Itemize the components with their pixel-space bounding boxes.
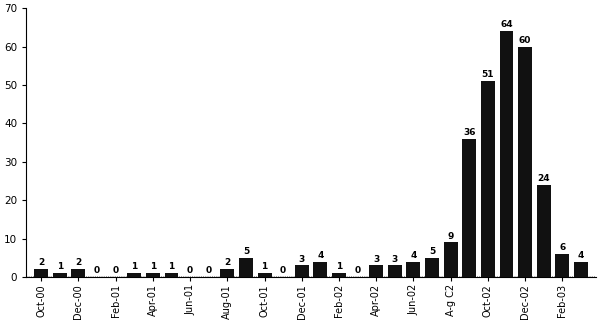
Text: 9: 9: [448, 232, 454, 241]
Bar: [127, 273, 141, 277]
Text: 4: 4: [410, 251, 416, 260]
Text: 5: 5: [243, 247, 249, 256]
Bar: [220, 269, 235, 277]
Text: 1: 1: [150, 262, 156, 271]
Text: 6: 6: [559, 243, 565, 252]
Text: 2: 2: [224, 258, 230, 267]
Bar: [537, 185, 551, 277]
Text: 0: 0: [187, 266, 193, 275]
Bar: [257, 273, 272, 277]
Text: 1: 1: [336, 262, 342, 271]
Bar: [295, 266, 309, 277]
Bar: [369, 266, 383, 277]
Bar: [164, 273, 178, 277]
Bar: [556, 254, 569, 277]
Text: 1: 1: [169, 262, 175, 271]
Text: 3: 3: [299, 255, 305, 264]
Text: 5: 5: [429, 247, 435, 256]
Text: 4: 4: [578, 251, 584, 260]
Text: 0: 0: [355, 266, 361, 275]
Bar: [425, 258, 439, 277]
Text: 1: 1: [131, 262, 137, 271]
Bar: [313, 262, 328, 277]
Text: 4: 4: [317, 251, 323, 260]
Bar: [462, 139, 476, 277]
Bar: [34, 269, 48, 277]
Text: 2: 2: [76, 258, 82, 267]
Text: 0: 0: [94, 266, 100, 275]
Bar: [332, 273, 346, 277]
Bar: [388, 266, 402, 277]
Text: 2: 2: [38, 258, 44, 267]
Bar: [239, 258, 253, 277]
Text: 64: 64: [500, 20, 513, 29]
Bar: [518, 47, 532, 277]
Text: 1: 1: [262, 262, 268, 271]
Text: 0: 0: [280, 266, 286, 275]
Text: 60: 60: [519, 36, 531, 45]
Text: 36: 36: [463, 128, 476, 137]
Bar: [574, 262, 588, 277]
Text: 0: 0: [206, 266, 212, 275]
Text: 0: 0: [113, 266, 119, 275]
Text: 3: 3: [373, 255, 379, 264]
Text: 24: 24: [538, 174, 550, 183]
Bar: [443, 243, 458, 277]
Text: 3: 3: [392, 255, 398, 264]
Text: 51: 51: [482, 70, 494, 79]
Bar: [71, 269, 85, 277]
Bar: [481, 81, 495, 277]
Bar: [406, 262, 421, 277]
Text: 1: 1: [56, 262, 63, 271]
Bar: [146, 273, 160, 277]
Bar: [500, 31, 514, 277]
Bar: [53, 273, 67, 277]
